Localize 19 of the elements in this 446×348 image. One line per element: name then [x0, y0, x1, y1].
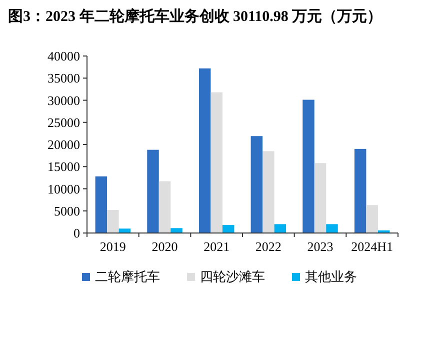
y-tick-label: 25000 [48, 114, 80, 130]
y-tick-label: 10000 [48, 181, 80, 196]
y-tick-label: 20000 [48, 137, 80, 152]
y-tick-label: 40000 [48, 48, 80, 64]
y-tick-label: 5000 [54, 203, 80, 218]
x-tick-label: 2020 [152, 239, 178, 254]
y-tick-label: 0 [74, 226, 80, 240]
legend-label: 四轮沙滩车 [200, 269, 265, 284]
x-tick-label: 2021 [204, 239, 230, 254]
legend-label: 其他业务 [305, 269, 357, 284]
y-tick-label: 15000 [48, 159, 80, 174]
chart-title: 图3：2023 年二轮摩托车业务创收 30110.98 万元（万元） [8, 7, 382, 25]
x-tick-label: 2024H1 [351, 239, 394, 254]
y-tick-label: 30000 [48, 92, 80, 108]
x-tick-label: 2022 [255, 239, 282, 254]
x-tick-label: 2023 [307, 239, 334, 254]
legend-label: 二轮摩托车 [95, 269, 160, 284]
y-tick-label: 35000 [48, 70, 80, 86]
x-tick-label: 2019 [100, 239, 126, 254]
